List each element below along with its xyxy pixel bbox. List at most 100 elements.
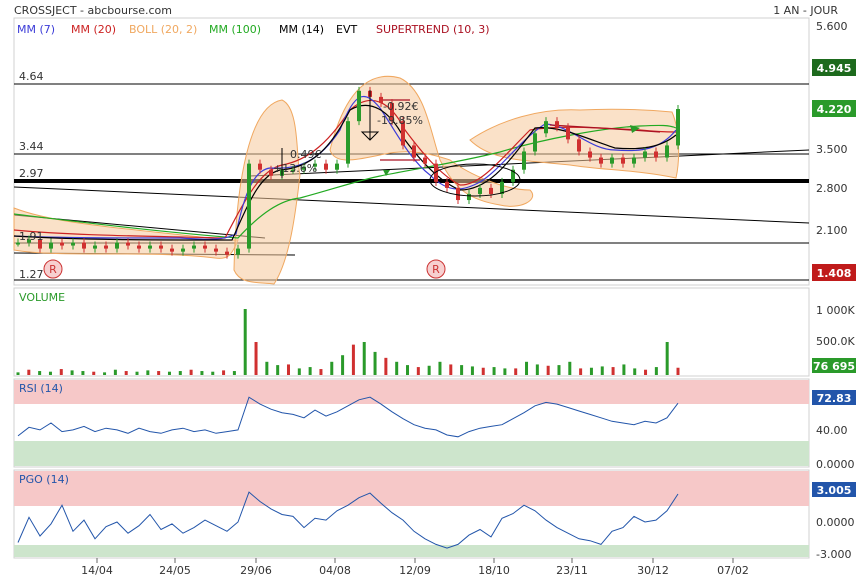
legend-item-5[interactable]: EVT — [336, 23, 357, 36]
legend-item-2[interactable]: BOLL (20, 2) — [129, 23, 197, 36]
level-label-464: 4.64 — [19, 70, 44, 83]
price-candle — [60, 242, 64, 246]
price-candle — [610, 157, 614, 164]
bollinger-band-1 — [13, 207, 239, 259]
price-candle — [390, 102, 394, 122]
volume-bar — [211, 371, 215, 375]
r-marker-2[interactable]: R — [426, 259, 446, 279]
volume-bar — [644, 369, 648, 375]
pgo-tag-value: 3.005 — [817, 484, 852, 497]
bollinger-band-2 — [233, 99, 301, 285]
price-candle — [533, 133, 537, 152]
r-marker-1[interactable]: R — [43, 259, 63, 279]
volume-bar — [254, 342, 258, 375]
pgo-tag — [812, 482, 856, 497]
rsi-oversold-zone — [14, 441, 809, 466]
trend-line-up — [249, 149, 810, 177]
volume-bar — [189, 369, 193, 375]
price-candle — [665, 145, 669, 158]
volume-bar — [654, 367, 658, 375]
tag-last-value: 4.220 — [817, 103, 852, 116]
price-candle — [357, 90, 361, 122]
rsi-tag — [812, 390, 856, 405]
price-candle — [181, 248, 185, 252]
volume-bar — [92, 371, 96, 375]
volume-bar — [449, 364, 453, 375]
volume-bar — [362, 342, 366, 375]
price-candle — [379, 96, 383, 103]
price-candle — [82, 242, 86, 249]
price-candle — [38, 239, 42, 249]
volume-bar — [297, 368, 301, 375]
price-candle — [346, 121, 350, 164]
trend-line-down — [13, 186, 810, 224]
volume-bar — [427, 365, 431, 375]
buy-arrow-1 — [383, 170, 390, 176]
volume-bar — [579, 368, 583, 375]
level-label-191: 1.91 — [19, 230, 44, 243]
r-marker-2-label: R — [432, 263, 440, 276]
price-tick-5600: 5.600 — [816, 20, 848, 33]
pgo-title: PGO (14) — [19, 473, 69, 486]
x-axis: 14/04 24/05 29/06 04/08 12/09 18/10 23/11 30/12… — [81, 558, 749, 577]
x-tick-label: 14/04 — [81, 564, 113, 577]
volume-bar — [665, 342, 669, 375]
volume-bar — [157, 371, 161, 375]
price-candle — [247, 163, 251, 249]
volume-bar — [503, 368, 507, 375]
volume-tick-500k: 500.0K — [816, 335, 855, 348]
volume-tick-1000k: 1 000K — [816, 304, 855, 317]
price-candle — [489, 187, 493, 194]
x-tick-label: 18/10 — [478, 564, 510, 577]
rsi-overbought-zone — [14, 380, 809, 404]
volume-bar — [460, 365, 464, 375]
price-candle — [302, 166, 306, 170]
level-label-344: 3.44 — [19, 140, 44, 153]
volume-bar — [568, 361, 572, 375]
volume-bar — [622, 364, 626, 375]
price-candle — [434, 163, 438, 182]
volume-bar — [243, 309, 247, 375]
volume-bar — [633, 368, 637, 375]
price-candle — [16, 242, 20, 245]
annotation-rise-value: 0.49€ — [290, 148, 322, 161]
volume-bar — [16, 372, 20, 375]
volume-bar — [406, 365, 410, 375]
price-candle — [423, 157, 427, 164]
rsi-tag-value: 72.83 — [817, 392, 852, 405]
legend-item-0[interactable]: MM (7) — [17, 23, 55, 36]
volume-bar — [200, 371, 204, 375]
price-candle — [544, 121, 548, 134]
volume-bar — [286, 364, 290, 375]
price-tick-2800: 2.800 — [816, 182, 848, 195]
buy-arrow-2 — [630, 125, 640, 133]
legend-item-4[interactable]: MM (14) — [279, 23, 324, 36]
volume-panel — [13, 287, 810, 377]
volume-bar — [481, 367, 485, 375]
price-candle — [632, 157, 636, 164]
period-label[interactable]: 1 AN - JOUR — [773, 4, 838, 17]
pgo-line — [17, 491, 679, 549]
legend-item-6[interactable]: SUPERTREND (10, 3) — [376, 23, 490, 36]
volume-bar — [330, 361, 334, 375]
legend-item-3[interactable]: MM (100) — [209, 23, 261, 36]
tag-high-value: 4.945 — [817, 62, 852, 75]
ma100-line — [13, 124, 677, 239]
volume-bar — [113, 369, 117, 375]
tag-low — [812, 264, 856, 281]
indicator-legend: MM (7) MM (20) BOLL (20, 2) MM (100) MM (14)… — [17, 23, 490, 36]
price-candle — [676, 109, 680, 146]
volume-bar — [48, 371, 52, 375]
volume-bar — [308, 367, 312, 375]
rsi-title: RSI (14) — [19, 382, 63, 395]
volume-bar — [351, 344, 355, 375]
legend-item-1[interactable]: MM (20) — [71, 23, 116, 36]
volume-bar — [416, 367, 420, 375]
price-candle — [258, 163, 262, 170]
price-candle — [170, 248, 174, 252]
price-candle — [27, 239, 31, 243]
price-candle — [511, 169, 515, 182]
price-candle — [401, 121, 405, 146]
volume-bar — [341, 355, 345, 375]
